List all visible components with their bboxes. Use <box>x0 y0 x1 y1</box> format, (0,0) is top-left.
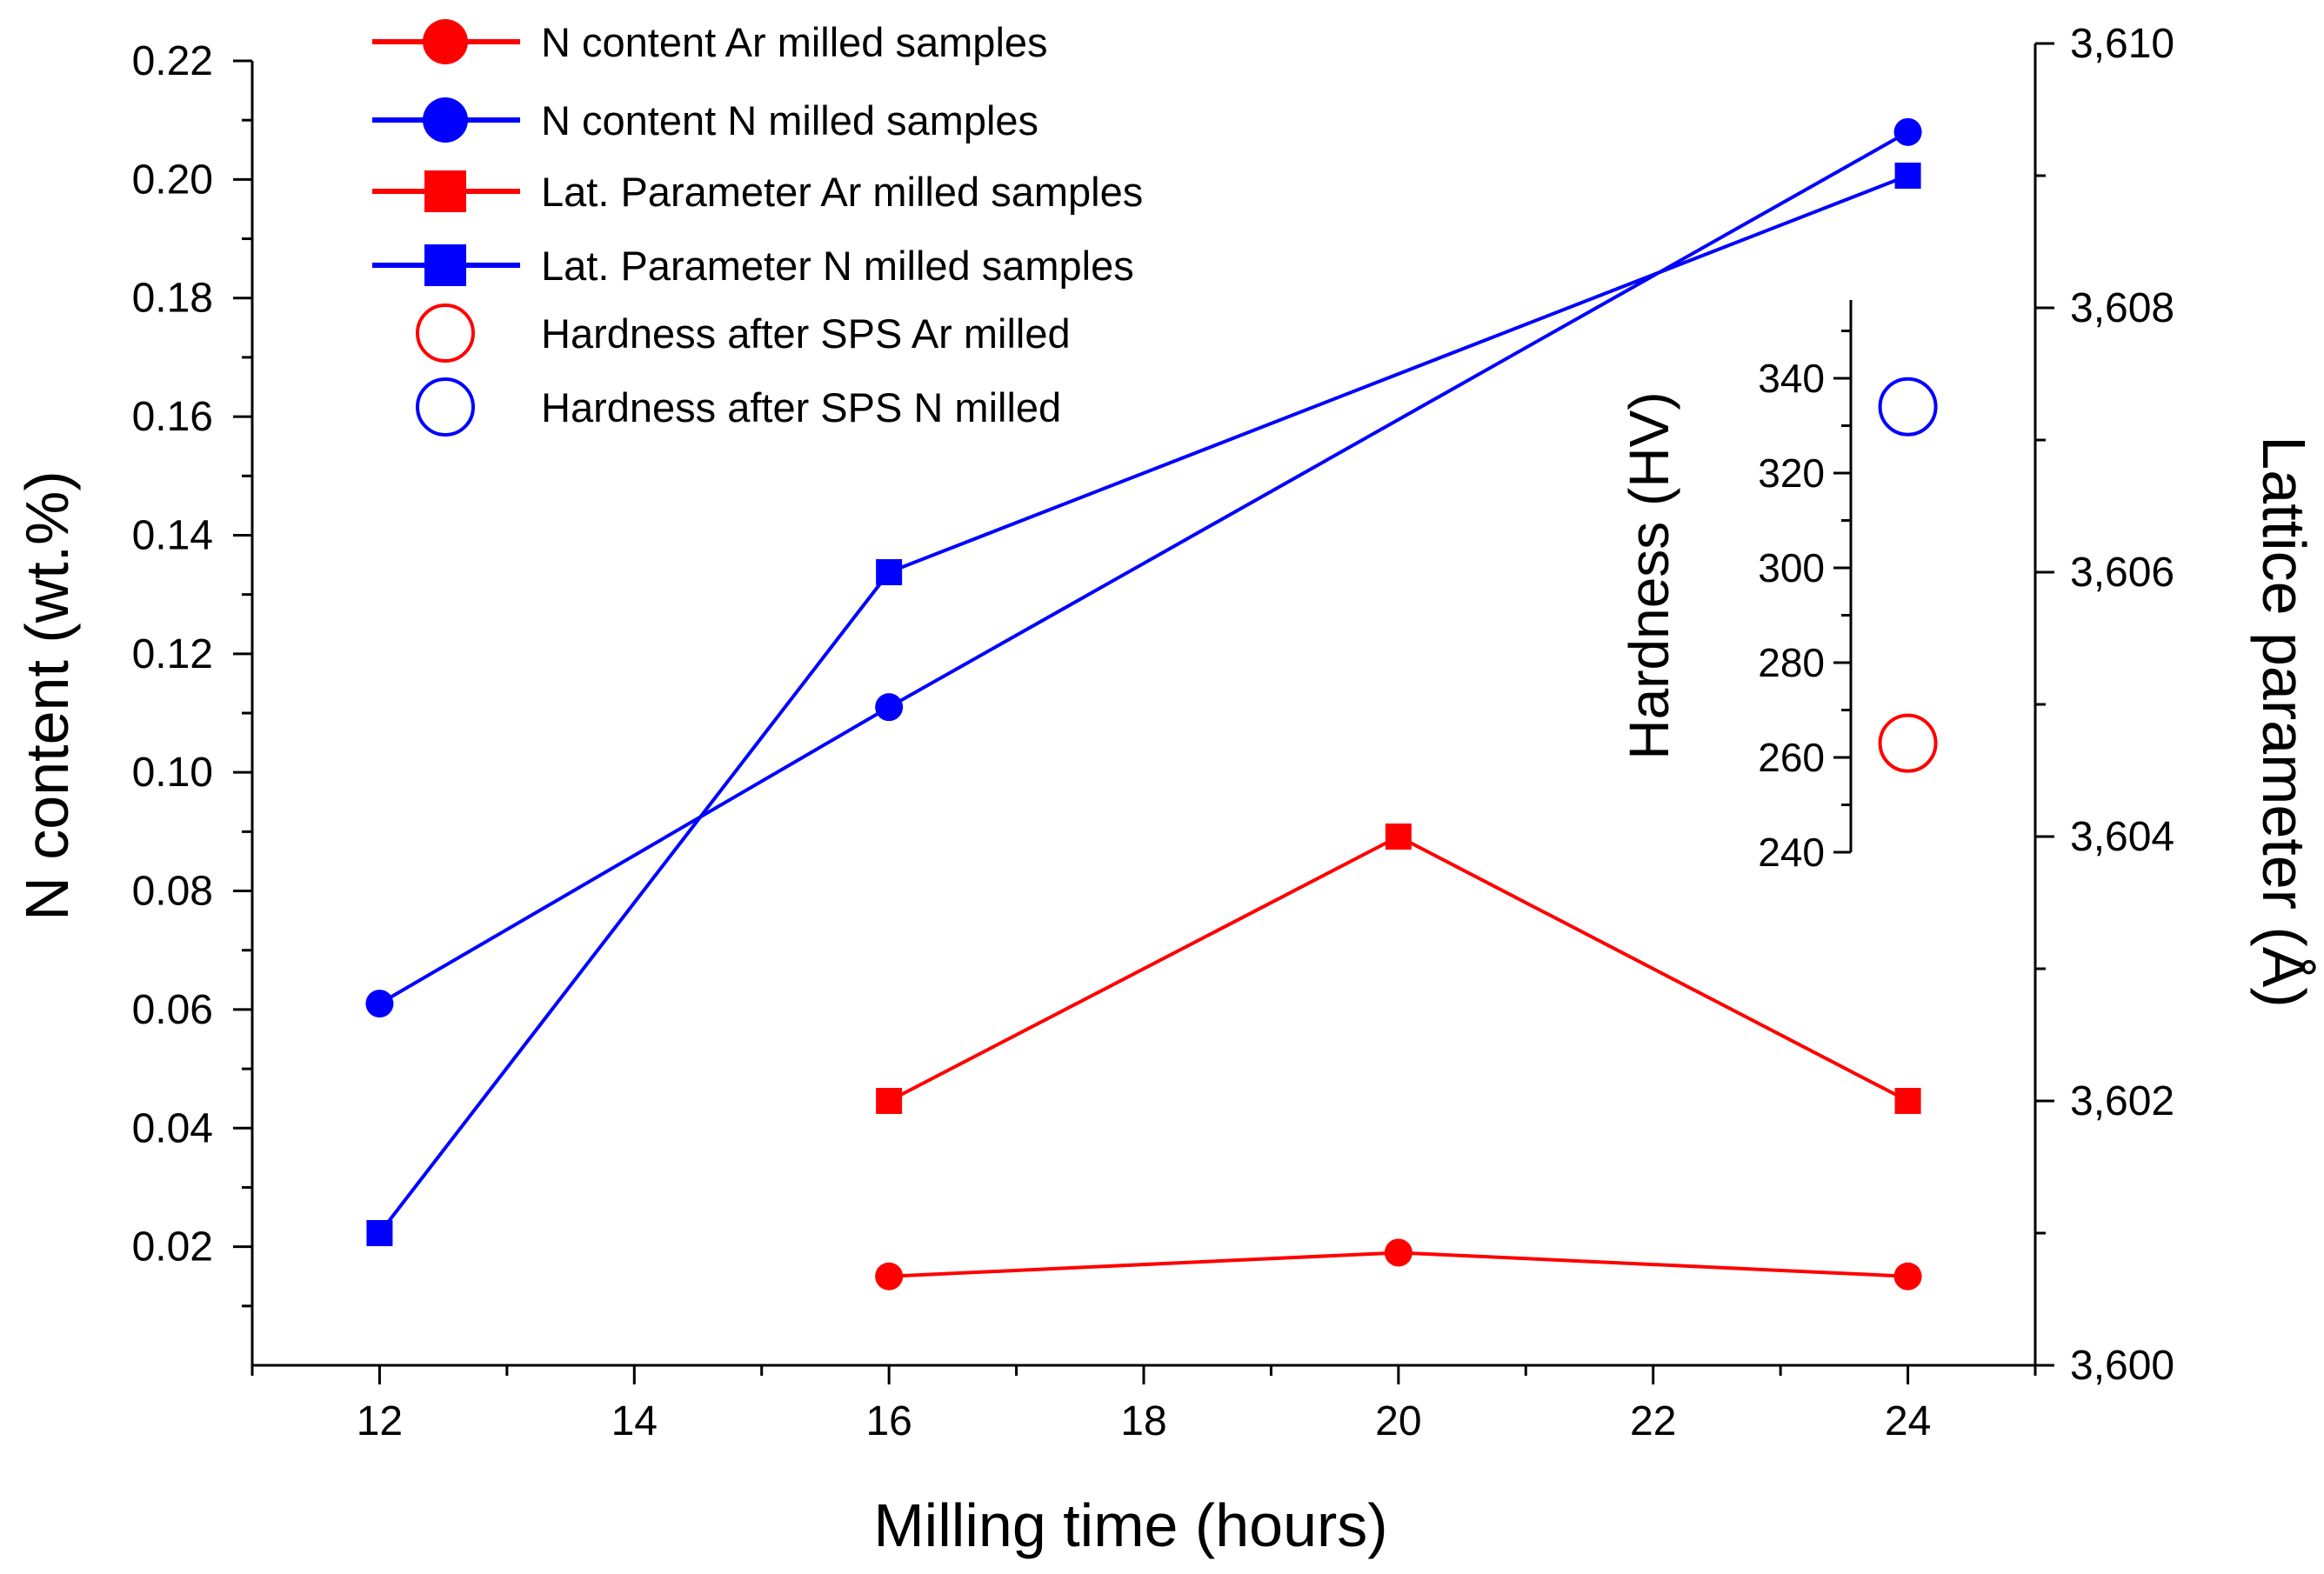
axes-frame: 12 14 16 18 20 22 24 0.02 0.04 0.06 0.08 0.10 0.12 0.… <box>132 21 2175 1444</box>
y-tick-label: 0.18 <box>132 276 213 322</box>
y-tick-label: 0.20 <box>132 157 213 203</box>
y-tick-label: 0.04 <box>132 1105 213 1151</box>
inset-y-tick-label: 240 <box>1758 830 1825 875</box>
y-tick-label: 0.16 <box>132 394 213 440</box>
legend-entry-3: Lat. Parameter N milled samples <box>372 243 1134 289</box>
series-2 <box>876 824 1921 1114</box>
y-tick-label: 0.06 <box>132 987 213 1033</box>
series-3 <box>366 163 1921 1246</box>
legend-entry-5: Hardness after SPS N milled <box>416 377 1061 437</box>
legend-marker <box>423 97 468 143</box>
x-tick-label: 20 <box>1375 1398 1421 1444</box>
inset-y-tick-label: 260 <box>1758 735 1825 780</box>
series-line <box>888 834 1909 1103</box>
y-tick-label: 0.02 <box>132 1224 213 1271</box>
y2-tick-label: 3,610 <box>2070 21 2174 67</box>
y-tick-label: 0.12 <box>132 631 213 677</box>
x-tick-label: 14 <box>611 1398 658 1444</box>
legend-marker <box>424 170 466 212</box>
x-tick-label: 22 <box>1630 1398 1676 1444</box>
data-point <box>365 990 394 1018</box>
inset-y-tick-label: 280 <box>1758 640 1825 685</box>
data-point <box>1878 377 1938 437</box>
y2-tick-label: 3,608 <box>2070 285 2174 331</box>
x-tick-label: 18 <box>1120 1398 1166 1444</box>
legend-entry-4: Hardness after SPS Ar milled <box>416 303 1071 363</box>
y-tick-label: 0.10 <box>132 750 213 796</box>
data-point <box>1385 824 1412 850</box>
data-point <box>1894 1088 1921 1114</box>
y2-axis-title: Lattice parameter (Å) <box>2250 436 2318 1007</box>
series-layer <box>365 117 1938 1291</box>
inset-y-tick-label: 300 <box>1758 545 1825 590</box>
series-4 <box>1878 713 1938 773</box>
y2-tick-label: 3,606 <box>2070 550 2174 596</box>
legend-entry-0: N content Ar milled samples <box>372 19 1048 65</box>
legend-label: Hardness after SPS Ar milled <box>541 310 1071 357</box>
data-point <box>876 1088 903 1114</box>
x-axis-title: Milling time (hours) <box>873 1491 1387 1559</box>
data-point <box>1878 713 1938 773</box>
y-tick-label: 0.08 <box>132 869 213 915</box>
x-tick-label: 16 <box>865 1398 912 1444</box>
series-0 <box>875 1238 1922 1291</box>
hardness-inset: 240 260 280 300 320 340 <box>1758 300 1853 875</box>
series-1 <box>365 117 1922 1018</box>
series-5 <box>1878 377 1938 437</box>
x-tick-label: 12 <box>357 1398 403 1444</box>
legend-label: Lat. Parameter Ar milled samples <box>541 169 1143 215</box>
y-tick-label: 0.14 <box>132 512 213 558</box>
legend-entry-2: Lat. Parameter Ar milled samples <box>372 169 1143 215</box>
legend-label: N content Ar milled samples <box>541 19 1048 65</box>
legend-marker <box>424 244 466 286</box>
inset-y-tick-label: 340 <box>1758 356 1825 401</box>
data-point <box>1893 1262 1922 1291</box>
data-point <box>366 1220 393 1246</box>
inset-y-axis-title: Hardness (HV) <box>1618 391 1680 759</box>
inset-y-tick-label: 320 <box>1758 450 1825 496</box>
data-point <box>876 559 903 585</box>
legend-label: Hardness after SPS N milled <box>541 384 1061 430</box>
x-tick-label: 24 <box>1885 1398 1931 1444</box>
data-point <box>1893 117 1922 146</box>
legend-entry-1: N content N milled samples <box>372 97 1038 143</box>
legend-label: N content N milled samples <box>541 97 1038 143</box>
y2-tick-label: 3,600 <box>2070 1343 2174 1389</box>
legend-marker <box>416 303 475 363</box>
data-point <box>875 1262 904 1291</box>
data-point <box>875 693 904 722</box>
y2-tick-label: 3,602 <box>2070 1078 2174 1124</box>
y-axis-title: N content (wt.%) <box>13 470 81 920</box>
legend-label: Lat. Parameter N milled samples <box>541 243 1134 289</box>
data-point <box>1384 1238 1412 1267</box>
legend-marker <box>423 19 468 64</box>
y2-tick-label: 3,604 <box>2070 814 2174 860</box>
y-tick-label: 0.22 <box>132 38 213 84</box>
data-point <box>1894 163 1921 189</box>
legend-marker <box>416 377 475 437</box>
legend: N content Ar milled samples N content N m… <box>372 19 1143 437</box>
